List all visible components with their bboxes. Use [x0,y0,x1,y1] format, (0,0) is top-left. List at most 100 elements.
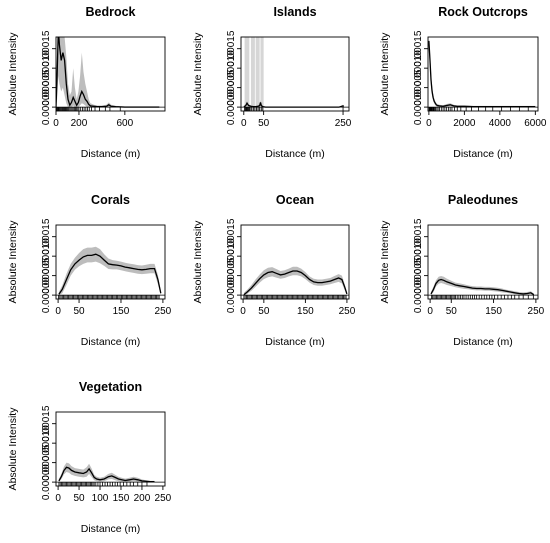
y-tick-label: 0.00015 [413,218,424,255]
ci-band [255,37,260,111]
confidence-band [243,266,347,296]
y-axis-label: Absolute Intensity [7,407,19,491]
intensity-line [428,40,536,108]
plot-area [428,37,538,108]
y-tick-label: 0.00005 [413,69,424,106]
plot-frame [427,36,539,112]
y-axis-label: Absolute Intensity [7,220,19,304]
x-axis: 0 50 150 250 [55,299,172,317]
rug [430,295,534,299]
x-tick-label: 50 [258,306,270,317]
y-tick-label: 0.00005 [226,257,237,294]
panel-title: Bedrock [85,5,135,19]
rug [428,107,529,111]
confidence-band [431,276,534,296]
plot-area [56,462,165,483]
panel-vegetation: 0 50 100 150 200 250 0.000000.000050.000100.00… [7,380,172,535]
intensity-line [58,253,162,295]
x-tick-label: 250 [155,493,172,504]
y-axis-label: Absolute Intensity [7,32,19,116]
y-tick-label: 0.00005 [41,444,52,481]
y-tick-label: 0.00000 [41,89,52,126]
x-axis-label: Distance (m) [453,148,513,160]
y-tick-label: 0.00015 [413,30,424,67]
x-axis: 0 50 150 250 [240,299,356,317]
panel-title: Rock Outcrops [438,5,528,19]
x-tick-label: 0 [427,306,433,317]
x-tick-label: 0 [53,118,59,129]
intensity-line [56,37,160,108]
confidence-band [58,462,155,483]
rug [243,295,347,299]
intensity-line [58,466,155,483]
x-tick-label: 200 [71,118,88,129]
y-axis-label: Absolute Intensity [192,220,204,304]
x-tick-label: 50 [73,493,85,504]
y-tick-label: 0.00005 [41,69,52,106]
ci-band [250,37,255,111]
plot-frame [427,224,539,300]
y-tick-label: 0.00010 [41,50,52,87]
rug [58,482,148,486]
x-axis: 0 200 600 [53,111,134,129]
x-axis-label: Distance (m) [265,148,325,160]
x-tick-label: 250 [155,306,172,317]
intensity-line [243,101,345,108]
x-axis: 0 2000 4000 6000 [426,111,547,129]
plot-frame [240,224,350,300]
ci-band [260,37,264,111]
plot-frame [55,224,166,300]
y-tick-label: 0.00015 [226,218,237,255]
y-tick-label: 0.00000 [226,277,237,314]
x-tick-label: 150 [297,306,314,317]
x-tick-label: 150 [113,493,130,504]
plot-frame [55,411,166,487]
x-tick-label: 50 [446,306,458,317]
x-tick-label: 0 [55,493,61,504]
intensity-line [430,278,535,296]
y-axis-label: Absolute Intensity [379,220,391,304]
x-tick-label: 0 [426,118,432,129]
panel-title: Vegetation [79,380,142,394]
x-tick-label: 150 [485,306,502,317]
y-tick-label: 0.00000 [41,464,52,501]
x-axis-label: Distance (m) [81,523,141,535]
plot-area [241,266,349,296]
y-tick-label: 0.00015 [41,405,52,442]
panel-title: Paleodunes [448,193,518,207]
rug [58,295,160,299]
x-tick-label: 4000 [489,118,512,129]
confidence-band [56,37,160,108]
x-tick-label: 100 [92,493,109,504]
y-tick-label: 0.00010 [413,238,424,275]
x-tick-label: 0 [241,118,247,129]
x-tick-label: 6000 [524,118,547,129]
x-axis-label: Distance (m) [265,336,325,348]
panel-title: Ocean [276,193,314,207]
x-tick-label: 600 [116,118,133,129]
x-axis-label: Distance (m) [453,336,513,348]
x-tick-label: 250 [339,306,356,317]
y-tick-label: 0.00010 [226,238,237,275]
x-axis: 0 50 100 150 200 250 [55,486,172,504]
ci-band [244,37,250,111]
y-tick-label: 0.00000 [41,277,52,314]
y-tick-label: 0.00000 [226,89,237,126]
x-axis-label: Distance (m) [81,148,141,160]
panel-title: Corals [91,193,130,207]
y-tick-label: 0.00000 [413,277,424,314]
y-tick-label: 0.00010 [41,425,52,462]
y-tick-label: 0.00015 [41,30,52,67]
plot-area [428,276,538,296]
rug [56,107,121,111]
confidence-band [428,37,536,108]
x-tick-label: 2000 [453,118,476,129]
rug [244,107,344,111]
